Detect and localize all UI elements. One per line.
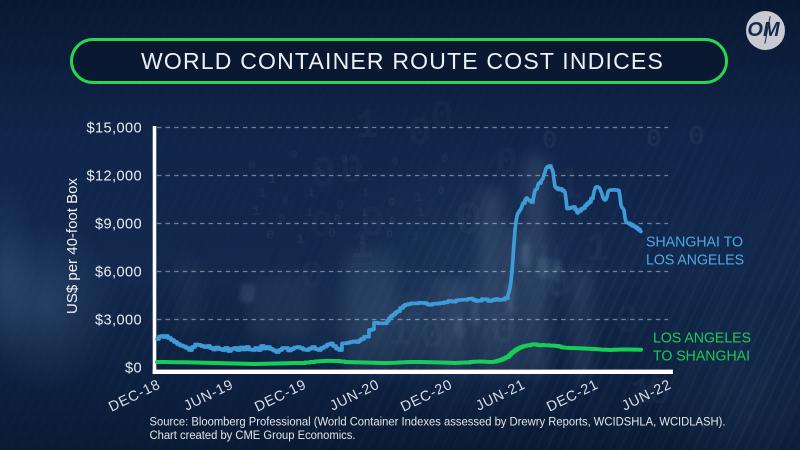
svg-text:LOS ANGELES: LOS ANGELES	[653, 330, 751, 347]
svg-text:US$ per 40-foot Box: US$ per 40-foot Box	[64, 178, 81, 314]
svg-text:$12,000: $12,000	[86, 169, 142, 185]
svg-text:JUN-19: JUN-19	[181, 377, 236, 415]
svg-text:DEC-18: DEC-18	[106, 377, 163, 416]
svg-text:DEC-20: DEC-20	[398, 377, 455, 416]
svg-text:JUN-22: JUN-22	[619, 377, 674, 415]
svg-text:DEC-19: DEC-19	[252, 377, 309, 416]
svg-text:SHANGHAI TO: SHANGHAI TO	[646, 234, 743, 251]
svg-text:JUN-21: JUN-21	[473, 377, 528, 415]
svg-text:$15,000: $15,000	[86, 121, 142, 137]
svg-text:$3,000: $3,000	[95, 313, 142, 329]
svg-text:TO SHANGHAI: TO SHANGHAI	[653, 348, 750, 365]
svg-text:Chart created by CME Group Eco: Chart created by CME Group Economics.	[150, 428, 356, 442]
svg-text:$0: $0	[125, 361, 142, 377]
svg-text:LOS ANGELES: LOS ANGELES	[646, 252, 744, 269]
svg-text:Source: Bloomberg Professional: Source: Bloomberg Professional (World Co…	[150, 415, 726, 429]
svg-text:$6,000: $6,000	[95, 265, 142, 281]
svg-text:DEC-21: DEC-21	[544, 377, 601, 416]
svg-text:JUN-20: JUN-20	[327, 377, 382, 415]
svg-text:$9,000: $9,000	[95, 217, 142, 233]
